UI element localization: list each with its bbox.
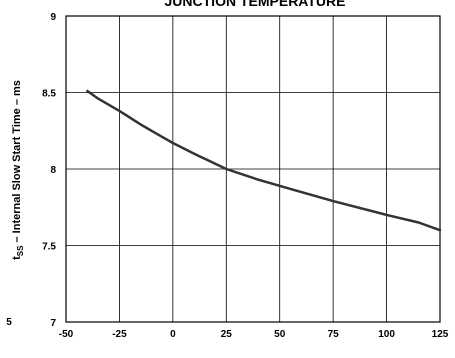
x-tick-label: -25: [112, 329, 127, 340]
x-tick-label: 125: [432, 329, 449, 340]
grid-lines: [65, 15, 441, 323]
x-tick-label: 100: [378, 329, 395, 340]
stray-label: 5: [6, 317, 12, 328]
x-tick-label: 75: [328, 329, 340, 340]
y-tick-label: 9: [50, 12, 56, 23]
chart-title: JUNCTION TEMPERATURE: [165, 0, 346, 9]
series-line: [86, 89, 442, 232]
y-tick-label: 7.5: [42, 242, 56, 253]
x-tick-label: 50: [274, 329, 286, 340]
x-tick-label: 25: [221, 329, 233, 340]
y-axis-label: tSS – Internal Slow Start Time – ms: [11, 80, 25, 260]
x-tick-label: -50: [59, 329, 74, 340]
x-tick-labels: -50 -25 0 25 50 75 100 125: [59, 329, 449, 340]
y-tick-labels: 7 7.5 8 8.5 9: [42, 12, 56, 329]
plot-frame: [65, 15, 441, 323]
y-tick-label: 8: [50, 165, 56, 176]
y-tick-label: 7: [50, 318, 56, 329]
y-tick-label: 8.5: [42, 89, 56, 100]
x-tick-label: 0: [170, 329, 176, 340]
